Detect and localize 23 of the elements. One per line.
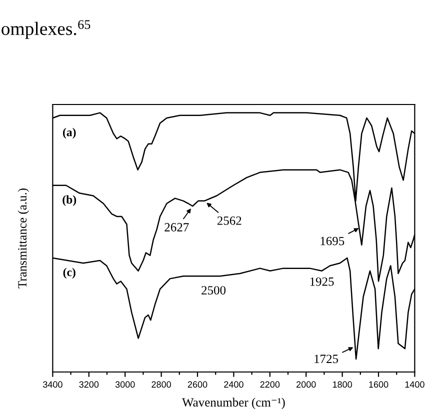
x-tick-label: 1800	[332, 381, 352, 388]
x-tick-label: 3000	[115, 381, 135, 388]
x-tick-label: 2200	[260, 381, 280, 388]
series-label: (c)	[63, 268, 76, 279]
annotation: 1925	[310, 277, 334, 286]
x-axis-title: Wavenumber (cm⁻¹)	[182, 398, 285, 410]
x-tick-label: 2800	[152, 381, 171, 388]
x-tick-label: 2600	[188, 381, 208, 388]
x-tick-label: 2400	[224, 381, 244, 388]
x-tick-label: 2000	[296, 381, 316, 388]
series-label: (a)	[63, 128, 76, 139]
x-tick-label: 1400	[405, 381, 424, 388]
x-tick-label: 3400	[43, 381, 62, 388]
series-label: (b)	[62, 195, 76, 206]
x-tick-label: 1600	[369, 381, 388, 388]
x-tick-label: 3200	[79, 381, 99, 388]
y-axis-title: Transmittance (a.u.)	[18, 188, 30, 288]
annotation: 1725	[314, 354, 338, 364]
text: omplexes.$^{65}$	[2, 20, 90, 39]
annotation: 2627	[164, 223, 189, 232]
annotation: 2500	[202, 286, 226, 294]
annotation: 2562	[217, 216, 242, 225]
annotation: 1695	[320, 236, 344, 246]
